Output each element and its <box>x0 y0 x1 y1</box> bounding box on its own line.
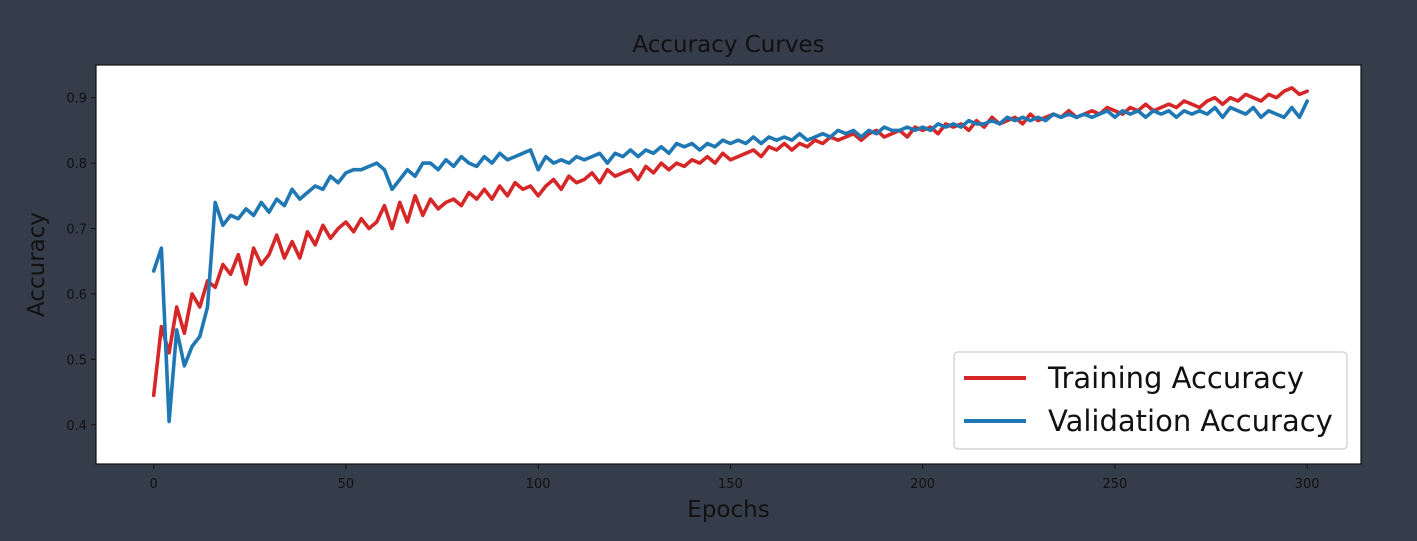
legend-label-validation: Validation Accuracy <box>1048 404 1333 438</box>
x-tick-label: 150 <box>718 477 743 492</box>
series-lines <box>151 86 1309 424</box>
y-tick-label: 0.7 <box>66 223 87 238</box>
legend-box <box>953 351 1348 450</box>
legend-label-training: Training Accuracy <box>1047 361 1304 395</box>
chart-title: Accuracy Curves <box>632 32 824 58</box>
plot-frame <box>95 64 1362 465</box>
series-line-training <box>151 86 1309 398</box>
legend: Training Accuracy Validation Accuracy <box>953 351 1348 450</box>
y-tick-label: 0.4 <box>66 419 87 434</box>
x-axis-label: Epochs <box>687 497 769 523</box>
y-tick-label: 0.8 <box>66 157 87 172</box>
x-tick-label: 50 <box>338 477 355 492</box>
x-tick-label: 0 <box>150 477 158 492</box>
x-tick-label: 300 <box>1295 477 1320 492</box>
x-axis-ticks: 0 50 100 150 200 250 300 <box>150 464 1320 492</box>
y-tick-label: 0.6 <box>66 288 87 303</box>
y-tick-label: 0.5 <box>66 353 87 368</box>
y-tick-label: 0.9 <box>66 92 87 107</box>
x-tick-label: 100 <box>526 477 551 492</box>
y-axis-label: Accuracy <box>24 212 50 317</box>
x-tick-label: 250 <box>1103 477 1128 492</box>
y-axis-ticks: 0.4 0.5 0.6 0.7 0.8 0.9 <box>66 92 96 434</box>
series-line-validation <box>151 99 1309 424</box>
x-tick-label: 200 <box>910 477 935 492</box>
